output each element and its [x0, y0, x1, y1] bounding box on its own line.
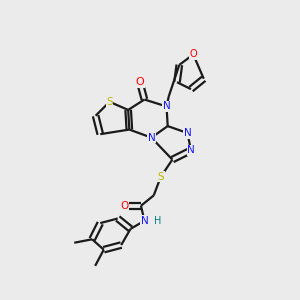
- Text: S: S: [106, 97, 113, 107]
- Text: N: N: [148, 133, 155, 142]
- Text: N: N: [187, 145, 195, 155]
- Text: O: O: [190, 50, 197, 59]
- Text: N: N: [184, 128, 191, 138]
- Text: O: O: [121, 201, 129, 211]
- Text: S: S: [158, 172, 164, 182]
- Text: N: N: [163, 101, 170, 112]
- Text: H: H: [154, 216, 161, 226]
- Text: O: O: [135, 77, 144, 87]
- Text: N: N: [141, 216, 148, 226]
